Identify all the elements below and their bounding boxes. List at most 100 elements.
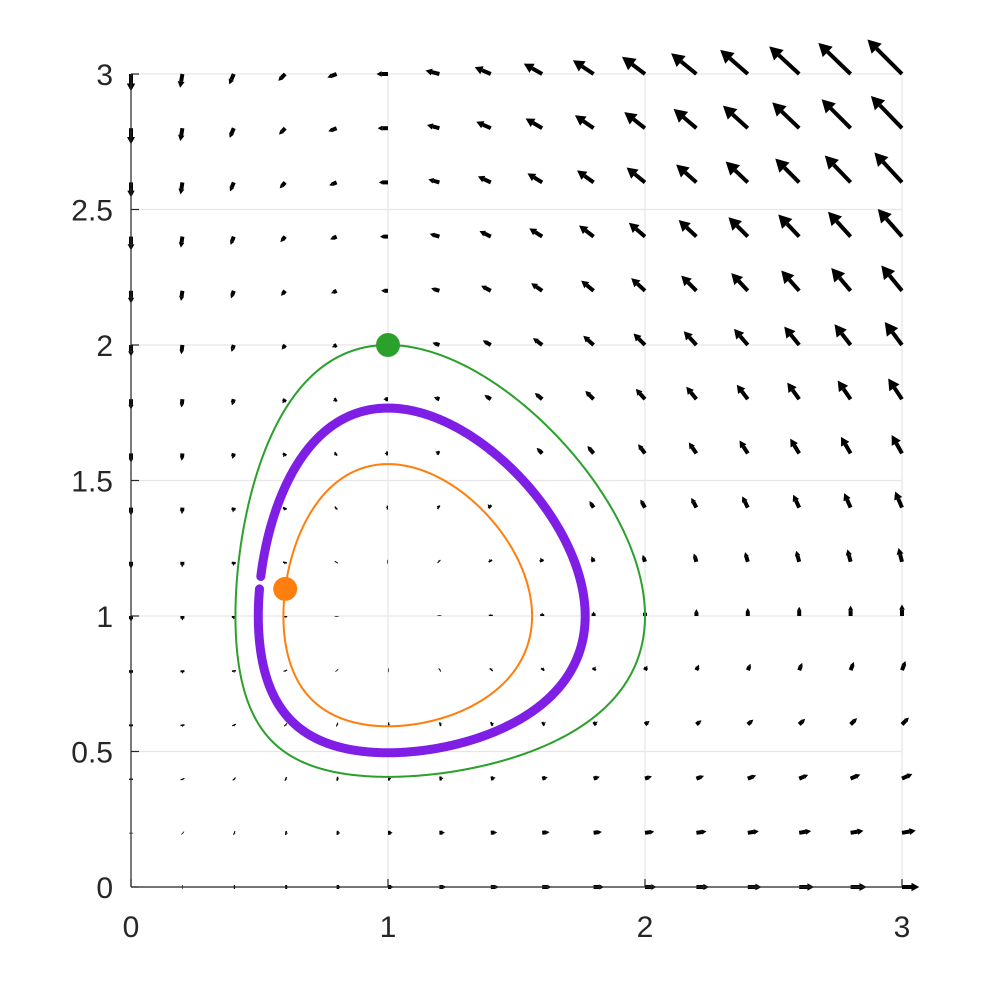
y-tick-label: 0.5 [71, 737, 113, 770]
vector-arrow-shaft [780, 109, 801, 130]
vector-arrow-head [645, 665, 648, 669]
vector-arrow-head [178, 242, 185, 248]
vector-arrow-head [283, 454, 285, 458]
vector-arrow-shaft [900, 664, 906, 671]
vector-arrow-head [628, 222, 640, 233]
vector-arrow-head [426, 123, 434, 130]
vector-arrow-shaft [641, 557, 647, 563]
vector-arrow-shaft [890, 331, 904, 347]
vector-arrow-head [334, 508, 336, 510]
vector-arrow-head [230, 348, 235, 352]
vector-arrow-head [686, 386, 694, 395]
start-point-marker [376, 333, 400, 357]
vector-arrow-shaft [541, 775, 546, 781]
vector-arrow-head [701, 829, 707, 835]
vector-arrow-head [433, 396, 437, 400]
vector-arrow-head [282, 400, 285, 404]
vector-arrow-shaft [231, 507, 236, 511]
vector-arrow-shaft [777, 53, 801, 76]
vector-arrow-head [484, 395, 489, 399]
vector-arrow-head [178, 134, 185, 142]
vector-arrow-shaft [583, 174, 595, 185]
vector-arrow-head [280, 238, 284, 243]
vector-arrow-shaft [686, 281, 698, 293]
vector-arrow-shaft [531, 66, 544, 76]
vector-arrow-head [828, 211, 843, 227]
vector-arrow-shaft [484, 286, 492, 293]
vector-arrow-shaft [432, 124, 440, 131]
vector-arrow-head [534, 392, 540, 398]
vector-arrow-head [775, 158, 790, 173]
vector-arrow-shaft [231, 452, 236, 457]
vector-arrow-head [331, 290, 335, 294]
vector-arrow-shaft [231, 723, 237, 727]
vector-arrow-shaft [534, 230, 544, 239]
y-tick-label: 1.5 [71, 466, 113, 499]
vector-arrow-head [542, 667, 545, 670]
vector-arrow-head [487, 504, 490, 507]
vector-arrow-shaft [588, 448, 596, 455]
vector-arrow-shaft [230, 290, 236, 296]
vector-arrow-head [769, 46, 784, 61]
vector-arrow-head [778, 214, 793, 229]
vector-arrow-shaft [282, 452, 287, 457]
vector-arrow-head [799, 662, 803, 667]
vector-arrow-head [383, 398, 386, 401]
vector-arrow-head [739, 440, 747, 449]
vector-arrow-shaft [631, 62, 647, 76]
vector-arrow-head [837, 380, 849, 393]
vector-arrow-shaft [636, 282, 647, 293]
vector-arrow-shaft [898, 553, 904, 563]
vector-arrow-head [741, 496, 748, 503]
vector-arrow-head [592, 611, 595, 614]
vector-arrow-head [725, 161, 741, 176]
vector-arrow-shaft [835, 220, 853, 238]
x-tick-label: 3 [894, 911, 911, 944]
vector-arrow-shaft [490, 776, 494, 781]
vector-arrow-head [874, 152, 889, 167]
vector-arrow-head [285, 724, 287, 726]
vector-arrow-head [179, 403, 184, 408]
vector-arrow-head [385, 507, 387, 509]
vector-arrow-shaft [230, 344, 236, 350]
vector-arrow-head [529, 228, 538, 236]
axes: 0 1 2 3 0 0.5 1 1.5 2 2.5 3 [71, 59, 910, 944]
vector-arrow-shaft [331, 126, 338, 132]
vector-arrow-head [676, 164, 690, 178]
vector-arrow-head [335, 562, 337, 564]
vector-arrow-head [591, 556, 594, 560]
vector-arrow-head [736, 384, 746, 394]
vector-arrow-head [338, 832, 341, 834]
vector-arrow-head [536, 447, 541, 452]
vector-arrow-head [621, 56, 637, 71]
vector-arrow-shaft [848, 664, 855, 671]
vector-arrow-shaft [490, 721, 494, 727]
vector-arrow-shaft [683, 171, 698, 184]
vector-arrow-head [857, 828, 864, 835]
vector-arrow-shaft [798, 774, 805, 781]
vector-arrow-shaft [532, 121, 544, 130]
vector-arrow-head [867, 39, 882, 54]
vector-arrow-head [231, 402, 235, 406]
vector-arrow-head [337, 724, 339, 726]
vector-arrow-shaft [229, 127, 236, 135]
vector-arrow-head [177, 81, 185, 88]
vector-arrow-head [494, 830, 498, 835]
vector-arrow-head [228, 78, 234, 85]
vector-arrow-head [438, 560, 439, 562]
vector-arrow-shaft [795, 555, 802, 563]
y-tick-label: 2 [96, 330, 113, 363]
vector-arrow-head [751, 774, 757, 779]
vector-arrow-head [581, 280, 590, 289]
vector-arrow-shaft [435, 396, 441, 402]
vector-arrow-head [894, 491, 903, 501]
vector-arrow-shaft [894, 442, 904, 455]
vector-arrow-head [541, 612, 544, 615]
vector-arrow-shaft [334, 506, 338, 510]
vector-arrow-shaft [539, 558, 545, 563]
vector-arrow-shaft [682, 115, 698, 130]
vector-arrow-head [182, 779, 184, 781]
vector-arrow-head [490, 613, 492, 615]
vector-arrow-head [425, 68, 433, 76]
